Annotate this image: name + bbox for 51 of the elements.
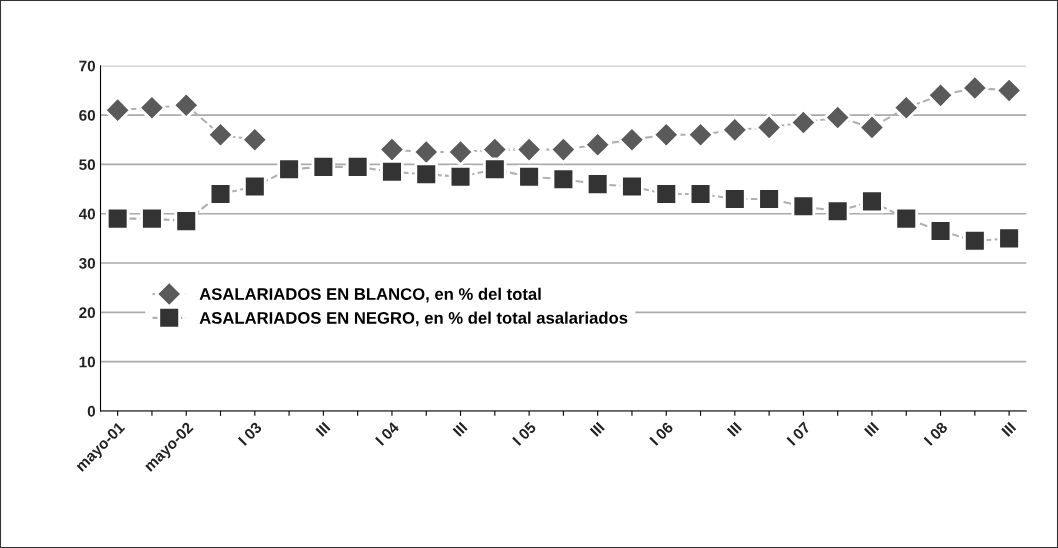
point xyxy=(345,155,370,179)
y-tick-label: 70 xyxy=(79,60,96,72)
point xyxy=(723,187,747,211)
legend-label: ASALARIADOS EN NEGRO, en % del total asalariados xyxy=(199,311,628,327)
legend-label: ASALARIADOS EN BLANCO, en % del total xyxy=(199,287,541,303)
point xyxy=(928,219,953,243)
point xyxy=(688,182,713,206)
point xyxy=(894,206,919,231)
point xyxy=(208,182,233,206)
point xyxy=(517,164,541,189)
x-tick-label: III xyxy=(726,421,742,437)
y-tick-label: 20 xyxy=(79,307,96,319)
point xyxy=(483,157,507,182)
x-tick-label: I 08 xyxy=(923,421,949,446)
x-tick-label: I 07 xyxy=(786,421,811,446)
x-tick-label: III xyxy=(864,421,880,437)
point xyxy=(757,187,781,211)
y-tick-label: 30 xyxy=(79,257,96,269)
y-tick-label: 50 xyxy=(79,159,96,171)
point xyxy=(549,135,578,164)
x-tick-label: I 06 xyxy=(649,421,674,446)
point xyxy=(963,229,987,253)
point xyxy=(105,206,130,231)
x-tick-label: I 05 xyxy=(512,421,537,446)
y-tick-label: 60 xyxy=(79,109,96,121)
point xyxy=(620,174,644,199)
x-tick-label: I 03 xyxy=(237,421,263,446)
x-tick-label: I 04 xyxy=(374,421,400,446)
point xyxy=(242,174,267,199)
x-tick-label: III xyxy=(589,421,605,437)
point xyxy=(448,164,473,189)
x-tick-label: III xyxy=(1001,421,1017,437)
point xyxy=(654,182,679,206)
point xyxy=(277,157,301,182)
point xyxy=(791,194,816,219)
point xyxy=(585,172,610,196)
point xyxy=(311,155,336,179)
x-tick-label: III xyxy=(452,421,468,437)
x-tick-label: III xyxy=(315,421,331,437)
point xyxy=(140,206,164,231)
point xyxy=(551,167,576,191)
y-tick-label: 40 xyxy=(78,208,96,220)
y-tick-label: 10 xyxy=(79,356,96,368)
point xyxy=(860,189,884,214)
point xyxy=(825,199,850,224)
point xyxy=(997,226,1021,251)
point xyxy=(174,209,199,233)
point xyxy=(380,159,404,184)
y-tick-label: 0 xyxy=(87,405,96,417)
point xyxy=(414,162,439,187)
point xyxy=(514,135,544,164)
